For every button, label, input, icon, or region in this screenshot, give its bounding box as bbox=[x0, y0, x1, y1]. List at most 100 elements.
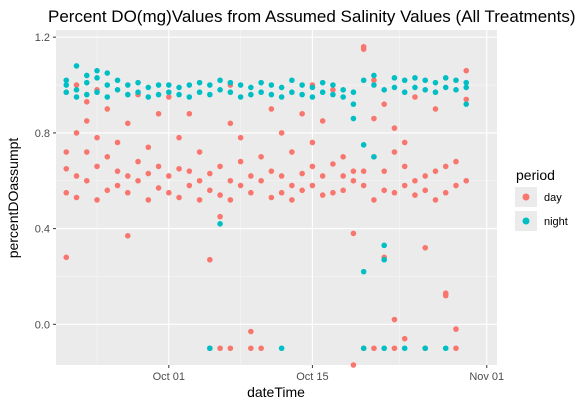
data-point-night bbox=[145, 94, 152, 100]
data-point-night bbox=[196, 89, 203, 96]
data-point-night bbox=[371, 82, 377, 88]
data-point-day bbox=[412, 192, 418, 198]
data-point-day bbox=[422, 187, 429, 194]
data-point-night bbox=[94, 75, 100, 81]
data-point-day bbox=[371, 115, 377, 122]
data-point-day bbox=[371, 77, 377, 84]
data-point-night bbox=[442, 345, 449, 352]
data-point-night bbox=[83, 79, 90, 86]
data-point-day bbox=[124, 232, 131, 239]
data-point-night bbox=[412, 84, 418, 91]
data-point-day bbox=[319, 192, 326, 198]
data-point-day bbox=[217, 163, 223, 170]
data-point-day bbox=[299, 187, 305, 194]
data-point-day bbox=[453, 326, 459, 332]
data-point-night bbox=[196, 79, 203, 86]
data-point-day bbox=[463, 67, 470, 74]
data-point-day bbox=[94, 134, 100, 141]
data-point-day bbox=[166, 94, 172, 100]
data-point-night bbox=[381, 256, 387, 263]
x-axis-title: dateTime bbox=[247, 384, 305, 400]
data-point-night bbox=[73, 94, 80, 100]
data-point-day bbox=[391, 149, 398, 155]
data-point-day bbox=[114, 182, 121, 189]
data-point-night bbox=[278, 94, 285, 100]
data-point-night bbox=[268, 91, 275, 98]
legend-label-night: night bbox=[544, 216, 568, 228]
data-point-day bbox=[401, 163, 408, 170]
data-point-day bbox=[73, 130, 80, 136]
data-point-day bbox=[237, 158, 244, 165]
data-point-night bbox=[360, 268, 367, 275]
data-point-night bbox=[124, 82, 131, 88]
data-point-night bbox=[63, 77, 70, 84]
data-point-day bbox=[442, 163, 449, 170]
data-point-night bbox=[186, 82, 193, 88]
data-point-day bbox=[63, 165, 70, 172]
data-point-day bbox=[463, 177, 470, 184]
data-point-night bbox=[453, 87, 459, 93]
data-point-day bbox=[401, 182, 408, 189]
data-point-day bbox=[371, 197, 377, 203]
data-point-day bbox=[412, 177, 418, 184]
data-point-day bbox=[268, 194, 275, 201]
data-point-night bbox=[340, 87, 346, 93]
data-point-night bbox=[73, 63, 80, 69]
data-point-day bbox=[94, 163, 100, 170]
x-axis-ticks: Oct 01 Oct 15 Nov 01 bbox=[153, 365, 504, 383]
legend-label-day: day bbox=[544, 192, 562, 204]
data-point-night bbox=[217, 221, 223, 227]
data-point-night bbox=[258, 89, 264, 96]
data-point-night bbox=[453, 77, 459, 84]
data-point-day bbox=[248, 345, 254, 352]
legend-dot-night bbox=[522, 217, 530, 225]
x-tick-label: Nov 01 bbox=[469, 371, 504, 383]
data-point-day bbox=[340, 173, 346, 179]
data-point-night bbox=[63, 89, 70, 96]
data-point-day bbox=[391, 345, 398, 352]
data-point-night bbox=[237, 82, 244, 88]
data-point-night bbox=[278, 84, 285, 91]
data-point-night bbox=[422, 77, 429, 84]
data-point-night bbox=[371, 154, 377, 160]
data-point-day bbox=[299, 110, 305, 117]
data-point-night bbox=[94, 67, 100, 74]
data-point-day bbox=[207, 170, 213, 177]
data-point-night bbox=[186, 94, 193, 100]
data-point-night bbox=[176, 91, 182, 98]
data-point-day bbox=[432, 197, 439, 203]
data-point-day bbox=[289, 182, 295, 189]
data-point-day bbox=[73, 194, 80, 201]
data-point-night bbox=[401, 77, 408, 84]
data-point-day bbox=[278, 189, 285, 196]
data-point-day bbox=[124, 173, 131, 179]
data-point-night bbox=[381, 242, 387, 249]
data-point-day bbox=[176, 134, 182, 141]
data-point-night bbox=[237, 94, 244, 100]
data-point-day bbox=[391, 125, 398, 131]
data-point-day bbox=[371, 345, 377, 352]
data-point-day bbox=[432, 168, 439, 174]
data-point-day bbox=[227, 177, 234, 184]
data-point-day bbox=[166, 173, 172, 179]
data-point-day bbox=[207, 256, 213, 263]
data-point-day bbox=[422, 173, 429, 179]
data-point-day bbox=[104, 106, 111, 112]
data-point-night bbox=[104, 94, 111, 100]
data-point-day bbox=[124, 120, 131, 127]
data-point-night bbox=[330, 82, 336, 88]
data-point-night bbox=[350, 115, 357, 122]
data-point-day bbox=[63, 254, 70, 261]
data-point-day bbox=[155, 110, 162, 117]
data-point-night bbox=[319, 89, 326, 96]
data-point-night bbox=[63, 82, 70, 88]
data-point-day bbox=[258, 345, 264, 352]
data-point-night bbox=[319, 79, 326, 86]
data-point-day bbox=[63, 189, 70, 196]
data-point-day bbox=[258, 154, 264, 160]
data-point-night bbox=[422, 87, 429, 93]
y-tick-label: 0.4 bbox=[35, 224, 50, 236]
data-point-night bbox=[94, 89, 100, 96]
data-point-day bbox=[248, 189, 254, 196]
data-point-day bbox=[381, 187, 387, 194]
